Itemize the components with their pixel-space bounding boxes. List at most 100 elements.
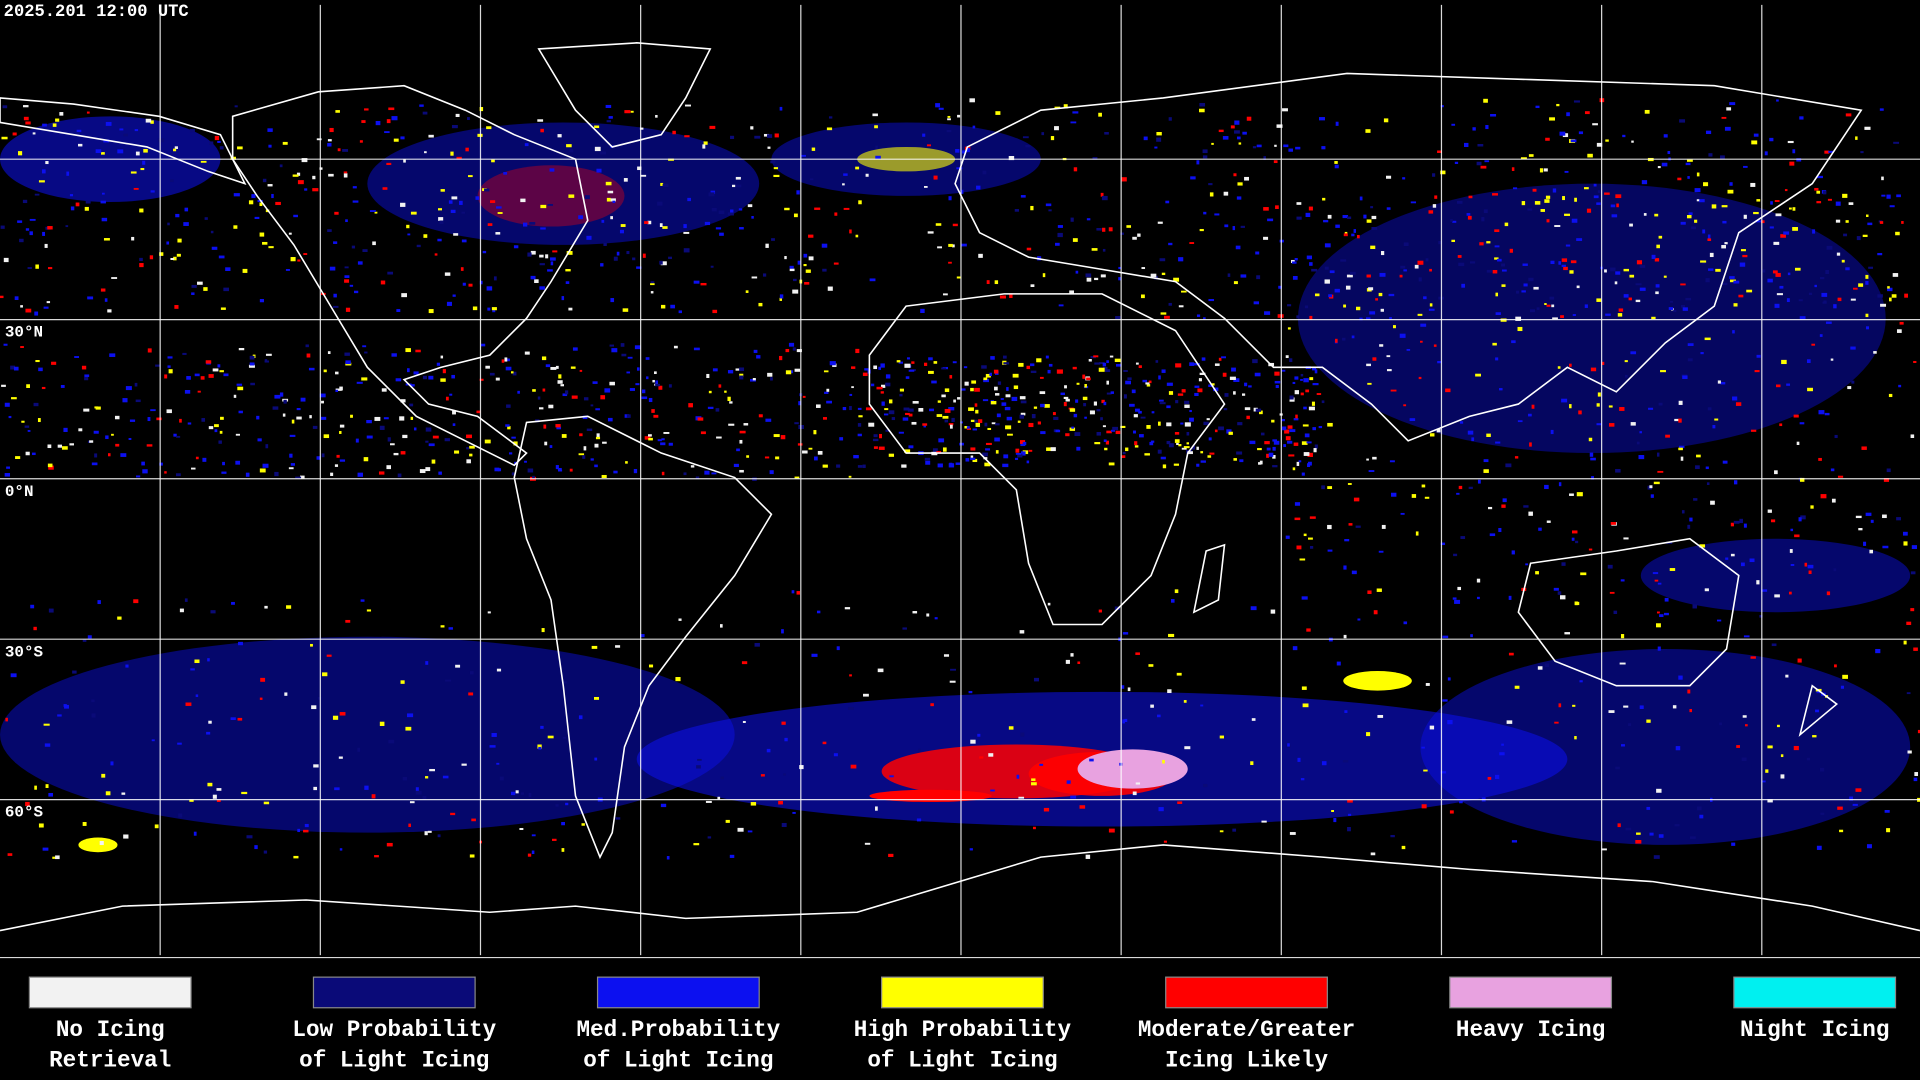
icing-speck (1714, 418, 1719, 421)
icing-speck (1132, 236, 1137, 240)
icing-speck (1309, 262, 1313, 266)
icing-speck (1239, 459, 1244, 463)
icing-speck (2, 105, 8, 109)
icing-speck (1256, 275, 1261, 280)
legend-label: of Light Icing (299, 1048, 489, 1074)
icing-speck (1052, 412, 1056, 416)
icing-speck (208, 374, 214, 378)
icing-speck (1118, 277, 1122, 281)
icing-speck (1485, 125, 1489, 130)
icing-speck (1390, 389, 1397, 392)
icing-speck (1459, 421, 1464, 424)
icing-speck (233, 394, 237, 398)
icing-speck (1158, 421, 1161, 426)
icing-speck (827, 286, 833, 291)
icing-speck (332, 715, 339, 720)
icing-speck (43, 306, 49, 309)
icing-speck (737, 827, 744, 832)
icing-speck (937, 400, 941, 403)
icing-speck (1753, 133, 1759, 137)
icing-speck (275, 201, 281, 206)
icing-speck (706, 373, 710, 379)
icing-speck (550, 257, 556, 261)
icing-speck (1806, 359, 1811, 363)
icing-speck (741, 661, 748, 665)
icing-speck (1, 384, 6, 387)
icing-speck (1572, 314, 1576, 316)
icing-speck (316, 456, 321, 460)
icing-speck (1794, 534, 1800, 538)
icing-speck (885, 382, 891, 387)
icing-speck (191, 467, 196, 470)
icing-speck (1729, 102, 1736, 106)
icing-speck (572, 347, 578, 351)
icing-speck (1775, 213, 1782, 217)
icing-speck (739, 469, 744, 473)
icing-speck (1641, 180, 1648, 185)
icing-speck (43, 723, 50, 726)
icing-speck (1535, 105, 1540, 109)
icing-speck (1738, 294, 1744, 298)
icing-speck (364, 108, 369, 111)
icing-speck (445, 679, 452, 682)
icing-speck (1327, 486, 1333, 490)
icing-speck (690, 465, 695, 468)
icing-speck (1608, 423, 1615, 427)
icing-speck (1244, 382, 1248, 387)
icing-speck (84, 374, 90, 377)
icing-speck (322, 672, 328, 677)
icing-speck (880, 391, 884, 394)
icing-speck (1359, 317, 1363, 321)
icing-speck (1299, 558, 1306, 561)
icing-speck (300, 397, 306, 402)
icing-speck (334, 464, 339, 467)
icing-speck (44, 243, 48, 248)
icing-speck (1499, 388, 1503, 391)
icing-speck (1120, 425, 1126, 429)
icing-speck (1014, 209, 1019, 212)
legend-label: of Light Icing (583, 1048, 773, 1074)
icing-speck (1400, 265, 1406, 269)
icing-speck (581, 823, 585, 826)
icing-speck (1814, 284, 1817, 288)
icing-speck (1822, 301, 1827, 304)
icing-speck (814, 207, 821, 210)
icing-speck (1501, 284, 1506, 287)
icing-speck (1630, 351, 1637, 355)
icing-speck (387, 437, 391, 442)
icing-speck (1781, 359, 1787, 365)
icing-speck (1911, 545, 1918, 550)
icing-speck (1345, 285, 1351, 290)
icing-speck (1514, 456, 1519, 459)
icing-speck (249, 362, 255, 366)
icing-speck (1076, 382, 1080, 385)
icing-speck (378, 471, 385, 475)
icing-speck (1910, 434, 1915, 438)
icing-speck (1774, 594, 1780, 598)
icing-speck (1203, 211, 1207, 215)
icing-speck (1271, 419, 1275, 423)
icing-speck (1635, 840, 1642, 844)
icing-speck (1370, 852, 1376, 856)
icing-speck (1013, 385, 1019, 390)
icing-speck (128, 438, 132, 440)
icing-speck (63, 427, 68, 432)
icing-speck (434, 253, 438, 256)
icing-speck (960, 388, 966, 391)
icing-speck (727, 396, 731, 401)
icing-speck (455, 664, 461, 668)
icing-speck (1837, 475, 1844, 478)
icing-speck (1486, 433, 1491, 437)
icing-speck (878, 366, 882, 370)
icing-speck (87, 296, 94, 300)
icing-speck (1608, 405, 1613, 408)
icing-speck (189, 128, 195, 133)
icing-speck (352, 186, 357, 189)
icing-speck (1850, 298, 1856, 301)
icing-speck (1826, 245, 1833, 250)
icing-speck (1088, 359, 1092, 362)
icing-speck (52, 856, 58, 859)
icing-speck (779, 294, 784, 299)
icing-speck (1301, 441, 1308, 445)
icing-speck (1022, 441, 1027, 446)
